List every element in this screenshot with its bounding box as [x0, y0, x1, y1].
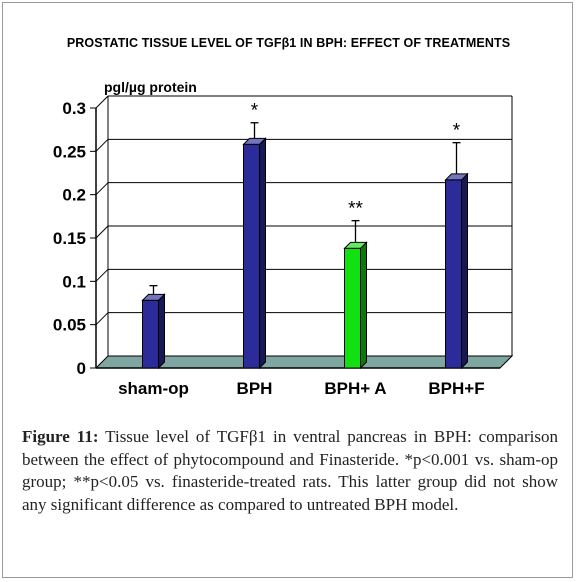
bar-chart: 0 0.05 0.1 0.15 0.2 0.25 0.3 pgl/µg protein sham… — [53, 79, 514, 398]
grid-diagonal — [95, 138, 109, 152]
bar-bph-f — [445, 179, 462, 369]
y-tick-label: 0.25 — [53, 142, 86, 161]
bar-side — [259, 137, 266, 370]
x-tick-label: BPH+F — [428, 379, 484, 398]
x-tick-label: sham-op — [118, 379, 189, 398]
grid-diagonal — [95, 268, 109, 282]
y-tick-label: 0.05 — [53, 316, 86, 335]
y-axis-label: pgl/µg protein — [104, 79, 197, 95]
bar-sham-op — [142, 299, 159, 369]
x-tick-label: BPH — [237, 379, 273, 398]
bar-bph — [243, 143, 260, 369]
figure-caption: Figure 11: Tissue level of TGFβ1 in vent… — [22, 426, 558, 516]
grid-diagonal — [95, 312, 109, 326]
y-tick-label: 0.1 — [62, 272, 86, 291]
significance-marker: * — [251, 101, 259, 122]
grid-diagonal — [95, 95, 109, 109]
x-tick-label: BPH+ A — [324, 379, 386, 398]
y-tick-label: 0.2 — [62, 186, 86, 205]
bar-bph-a — [344, 247, 361, 369]
grid-diagonal — [95, 182, 109, 196]
grid-diagonal — [95, 225, 109, 239]
significance-marker: * — [453, 121, 461, 142]
bar-side — [360, 241, 367, 370]
significance-marker: ** — [348, 199, 363, 220]
figure-frame — [2, 2, 573, 578]
chart-title: PROSTATIC TISSUE LEVEL OF TGFβ1 IN BPH: … — [66, 36, 511, 50]
y-tick-label: 0.3 — [62, 99, 86, 118]
caption-label: Figure 11: — [22, 427, 99, 446]
y-tick-label: 0 — [77, 359, 86, 378]
bar-side — [158, 293, 165, 370]
y-tick-label: 0.15 — [53, 229, 86, 248]
bar-side — [461, 172, 468, 370]
caption-text: Tissue level of TGFβ1 in ventral pancrea… — [22, 427, 558, 514]
